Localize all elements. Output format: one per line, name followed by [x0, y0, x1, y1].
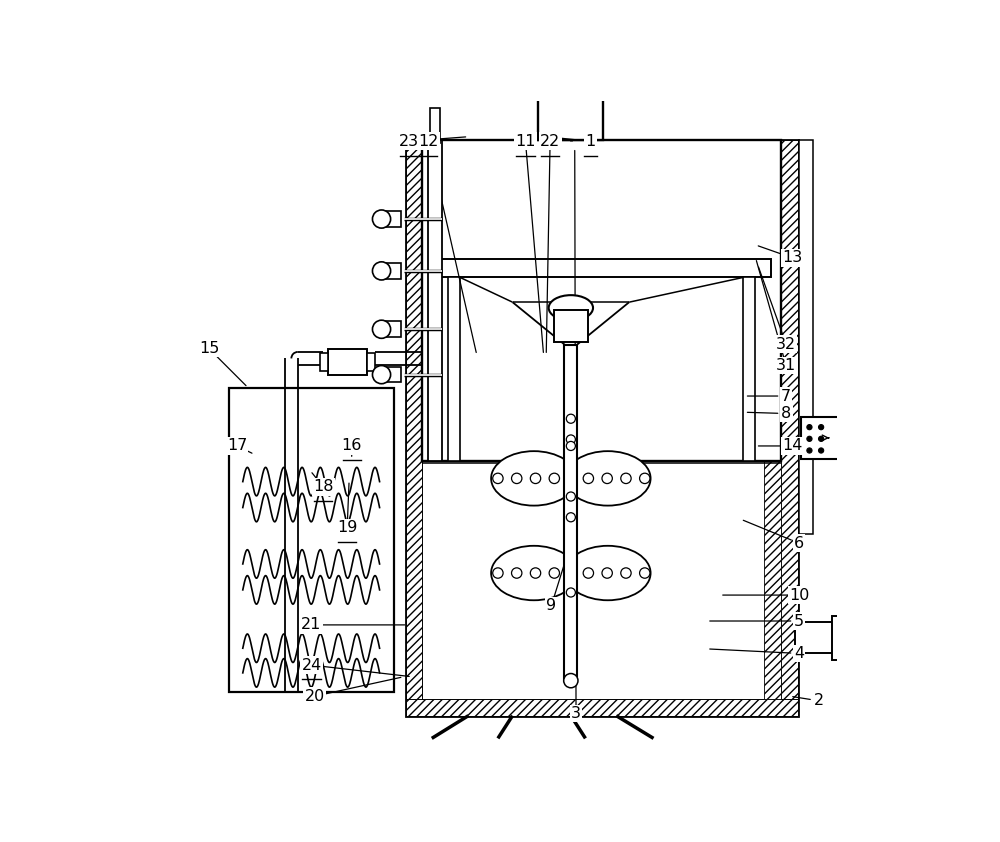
Text: 2: 2 [813, 693, 824, 708]
Text: 3: 3 [571, 706, 581, 722]
Text: 9: 9 [546, 598, 556, 613]
Ellipse shape [602, 568, 612, 578]
Text: 16: 16 [342, 439, 362, 454]
Text: 20: 20 [305, 689, 325, 704]
Ellipse shape [549, 568, 560, 578]
Text: 12: 12 [418, 134, 438, 149]
Text: 8: 8 [781, 406, 791, 421]
Bar [422, 140, 781, 461]
Circle shape [372, 365, 391, 384]
Bar [564, 345, 577, 680]
Circle shape [807, 424, 812, 429]
Ellipse shape [565, 546, 651, 600]
Ellipse shape [583, 568, 594, 578]
Ellipse shape [530, 473, 541, 483]
Bar [743, 277, 755, 461]
Bar [406, 140, 422, 716]
Text: 7: 7 [781, 388, 791, 403]
Bar [367, 353, 375, 370]
Bar [801, 417, 839, 459]
Ellipse shape [565, 451, 651, 505]
Circle shape [566, 435, 575, 444]
Ellipse shape [491, 546, 577, 600]
Bar [328, 349, 367, 375]
Bar [229, 387, 394, 692]
Circle shape [372, 262, 391, 280]
Bar [406, 699, 798, 716]
Bar [430, 108, 440, 143]
Circle shape [566, 588, 575, 597]
Ellipse shape [621, 473, 631, 483]
Text: 17: 17 [227, 439, 247, 454]
Ellipse shape [493, 473, 503, 483]
Ellipse shape [602, 473, 612, 483]
Bar [538, 77, 603, 140]
Text: 24: 24 [301, 658, 322, 673]
Text: 4: 4 [794, 646, 804, 661]
Bar [781, 140, 798, 716]
Ellipse shape [549, 473, 560, 483]
Text: 14: 14 [782, 439, 803, 454]
Bar [554, 310, 588, 342]
Bar [382, 367, 401, 382]
Circle shape [807, 436, 812, 441]
Bar [448, 277, 460, 461]
Text: 1: 1 [585, 134, 595, 149]
Text: 13: 13 [782, 250, 803, 265]
Bar [428, 140, 442, 461]
Ellipse shape [512, 473, 522, 483]
Ellipse shape [549, 296, 593, 321]
Text: 21: 21 [301, 617, 322, 632]
Circle shape [566, 414, 575, 424]
Text: 10: 10 [789, 588, 809, 603]
Bar [795, 622, 833, 653]
Circle shape [819, 448, 824, 453]
Circle shape [372, 320, 391, 338]
Circle shape [807, 448, 812, 453]
Bar [832, 616, 870, 660]
Bar [382, 211, 401, 226]
Circle shape [566, 492, 575, 501]
Bar [432, 259, 771, 277]
Circle shape [819, 424, 824, 429]
Text: 19: 19 [337, 520, 357, 536]
Bar [799, 140, 813, 534]
Bar [382, 263, 401, 279]
Ellipse shape [493, 568, 503, 578]
Ellipse shape [530, 568, 541, 578]
Circle shape [372, 210, 391, 228]
Ellipse shape [512, 568, 522, 578]
Text: 32: 32 [776, 337, 796, 352]
Text: 11: 11 [515, 134, 536, 149]
Circle shape [819, 436, 824, 441]
Bar [406, 140, 798, 716]
Text: 23: 23 [399, 134, 419, 149]
Circle shape [566, 513, 575, 522]
Circle shape [564, 674, 578, 688]
Circle shape [566, 441, 575, 450]
Text: 18: 18 [313, 479, 333, 494]
Text: 15: 15 [199, 341, 219, 356]
Text: 31: 31 [776, 358, 796, 373]
Ellipse shape [640, 473, 650, 483]
Bar [764, 157, 781, 699]
Ellipse shape [583, 473, 594, 483]
Bar [320, 353, 328, 370]
Text: 5: 5 [794, 614, 804, 628]
Text: 6: 6 [794, 536, 804, 551]
Ellipse shape [491, 451, 577, 505]
Bar [382, 322, 401, 337]
Ellipse shape [621, 568, 631, 578]
Text: 22: 22 [540, 134, 560, 149]
Ellipse shape [640, 568, 650, 578]
